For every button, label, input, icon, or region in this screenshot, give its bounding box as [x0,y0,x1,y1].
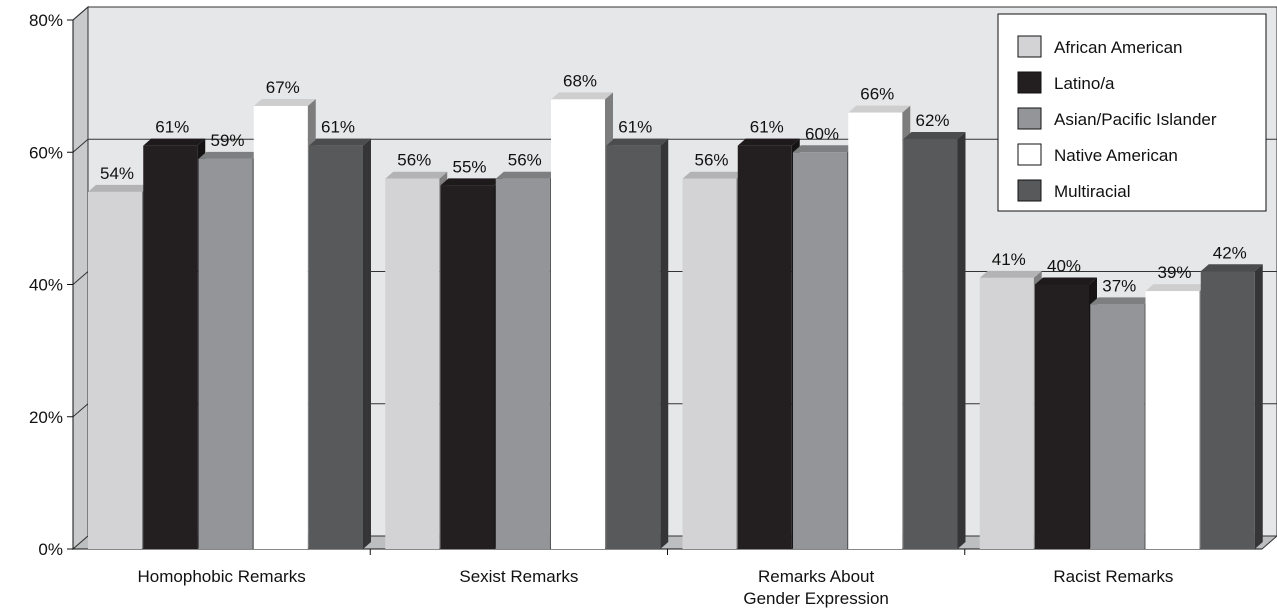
data-label: 42% [1213,243,1247,262]
bar-top [495,171,558,179]
legend-label: Multiracial [1054,182,1131,201]
bar [309,145,363,549]
x-tick-label: Racist Remarks [1053,567,1173,586]
bar-top [88,184,150,192]
data-label: 61% [618,118,652,137]
bar [551,99,605,549]
bar [495,178,550,549]
bar-top [979,270,1042,278]
legend-swatch [1017,71,1042,94]
bar-top [1035,277,1097,285]
y-tick-label: 0% [38,540,63,559]
bar [143,145,198,549]
bar-top [793,145,855,153]
bar-top [253,98,316,106]
data-label: 40% [1047,257,1081,276]
data-label: 61% [155,118,189,137]
bar [385,178,440,549]
legend-swatch [1017,107,1042,130]
bar [606,145,661,549]
data-label: 66% [860,85,894,104]
bar [903,139,958,549]
bar [198,158,253,550]
data-label: 37% [1102,276,1136,295]
legend-swatch [1017,35,1042,58]
gridline-side [72,403,89,418]
data-label: 67% [266,78,300,97]
x-tick-label: Gender Expression [743,589,889,608]
bar [682,178,737,549]
bar-top [903,132,966,140]
data-label: 56% [508,151,542,170]
bar-side [660,138,669,549]
data-label: 56% [694,151,728,170]
bar-top [309,138,371,146]
bar-top [737,138,800,146]
bar [848,112,903,549]
data-label: 61% [321,118,355,137]
bar-top [551,92,613,100]
data-label: 55% [452,157,486,176]
bar-top [385,171,448,179]
data-label: 59% [210,131,244,150]
y-tick-label: 80% [29,11,63,30]
legend-swatch [1017,179,1042,202]
x-tick-label: Remarks About [758,567,874,586]
bar-top [682,171,745,179]
data-label: 60% [805,124,839,143]
x-tick-label: Homophobic Remarks [138,567,306,586]
bar [1090,304,1145,549]
x-tick-label: Sexist Remarks [459,567,578,586]
legend-label: Asian/Pacific Islander [1054,110,1217,129]
legend-label: Latino/a [1054,74,1115,93]
data-label: 62% [915,111,949,130]
bar-top [848,105,911,113]
bar-top [1090,297,1153,305]
gridline-side [72,6,89,21]
gridline-side [72,138,89,153]
legend-label: Native American [1054,146,1178,165]
bar-top [198,151,261,159]
y-tick-label: 60% [29,143,63,162]
bar [440,185,495,549]
gridline-side [72,271,89,285]
bar-top [440,178,503,186]
y-tick-label: 40% [29,276,63,295]
data-label: 41% [992,250,1026,269]
bar [793,152,847,549]
data-label: 68% [563,71,597,90]
bar [1145,291,1200,549]
bar-side [363,138,371,549]
bar [979,277,1034,549]
bar [1200,271,1255,549]
bar-top [1200,264,1263,272]
bar-top [1145,284,1208,292]
bar-top [143,138,206,146]
data-label: 39% [1157,263,1191,282]
legend-label: African American [1054,38,1183,57]
bar-top [606,138,669,146]
legend-box [997,13,1267,212]
bar-side [957,132,966,549]
bar [1035,284,1089,549]
bar [253,105,308,550]
bar [88,191,142,550]
data-label: 56% [397,151,431,170]
legend-swatch [1017,143,1042,166]
y-tick-label: 20% [29,408,63,427]
data-label: 54% [100,164,134,183]
bar [737,145,792,549]
data-label: 61% [750,118,784,137]
bar-side [1254,264,1263,549]
